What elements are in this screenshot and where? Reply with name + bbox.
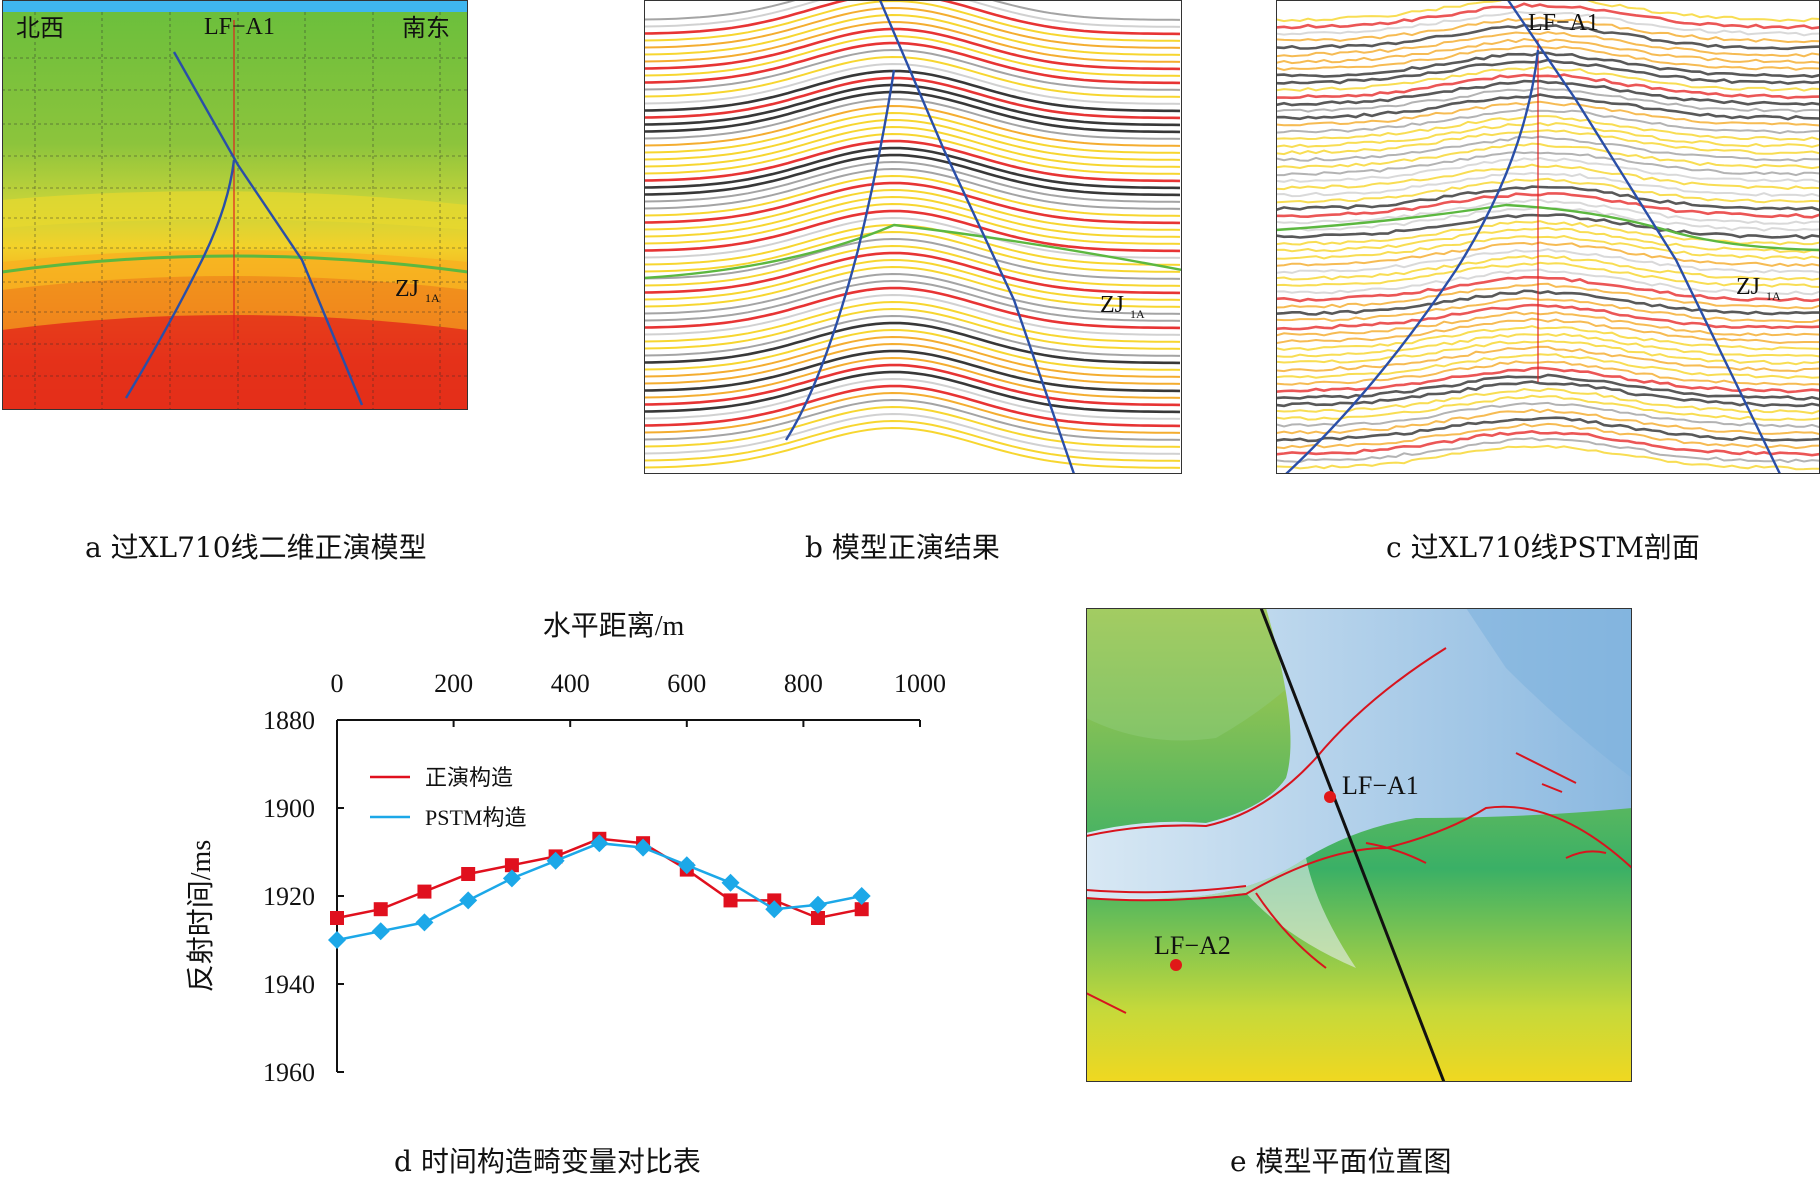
y-tick-label: 1940 [263, 970, 315, 999]
caption-b: b 模型正演结果 [805, 531, 1000, 564]
horizon-label: ZJ [395, 276, 419, 302]
y-tick-label: 1880 [263, 706, 315, 735]
x-tick-label: 600 [667, 669, 706, 698]
label-well-a2: LF−A2 [1154, 931, 1231, 960]
data-point-pstm [677, 856, 696, 875]
data-point-pstm [328, 931, 346, 949]
data-point-forward [373, 902, 388, 917]
data-point-pstm [546, 851, 565, 870]
x-tick-label: 1000 [894, 669, 946, 698]
label-southeast: 南东 [402, 15, 450, 42]
data-point-forward [723, 893, 738, 908]
fault-line-2 [878, 0, 1076, 474]
data-point-pstm [415, 913, 434, 932]
data-point-forward [461, 867, 476, 881]
y-tick-label: 1900 [263, 794, 315, 823]
panel-c-pstm-section: LF−A1 ZJ 1A [1276, 0, 1820, 474]
panel-b-forward-result: ZJ 1A [644, 0, 1182, 474]
xl710-seismic-line [1259, 608, 1446, 1082]
label-northwest: 北西 [16, 15, 64, 42]
horizon-label: ZJ [1100, 292, 1124, 318]
fault-line-1 [172, 51, 364, 406]
label-well-a1: LF−A1 [1342, 771, 1419, 800]
fault-line-1 [1285, 49, 1540, 474]
well-marker-a1 [1324, 791, 1336, 803]
panel-e-plan-map: LF−A1 LF−A2 [1086, 608, 1632, 1082]
horizon-label-sub: 1A [425, 291, 440, 305]
data-point-pstm [721, 873, 740, 892]
horizon-label: ZJ [1736, 274, 1760, 300]
fault-line-2 [124, 159, 236, 399]
label-well-a1: LF−A1 [1528, 10, 1599, 36]
horizon-label-sub: 1A [1130, 307, 1145, 321]
x-tick-label: 800 [784, 669, 823, 698]
data-point-pstm [590, 834, 609, 853]
fault-traces [1086, 647, 1632, 1014]
grid-lines [2, 12, 468, 410]
y-axis-title: 反射时间/ms [185, 840, 217, 992]
x-tick-label: 400 [551, 669, 590, 698]
x-tick-label: 0 [331, 669, 344, 698]
caption-a: a 过XL710线二维正演模型 [85, 531, 427, 564]
horizon-label-sub: 1A [1766, 289, 1781, 303]
data-point-forward [504, 858, 519, 873]
forward-model-image: 北西 LF−A1 南东 ZJ 1A [2, 0, 468, 410]
legend-label: 正演构造 [425, 765, 513, 790]
data-point-pstm [459, 891, 478, 910]
horizon-line [1276, 203, 1820, 252]
caption-d: d 时间构造畸变量对比表 [394, 1145, 701, 1178]
data-point-pstm [852, 887, 871, 905]
legend-label: PSTM构造 [425, 805, 526, 830]
series-line-pstm [336, 841, 862, 942]
data-point-pstm [371, 922, 390, 941]
well-marker-a2 [1170, 959, 1182, 971]
data-point-forward [330, 911, 344, 925]
time-structure-chart: 0 200 400 600 800 1000 1880 1900 1920 1940 1960 水平距… [185, 610, 946, 1087]
fault-line-2 [1507, 0, 1782, 474]
x-axis-title: 水平距离/m [543, 610, 685, 642]
data-point-pstm [808, 895, 827, 914]
panel-a-forward-model: 北西 LF−A1 南东 ZJ 1A [2, 0, 468, 410]
data-point-pstm [634, 838, 653, 857]
fault-zone [1086, 608, 1632, 901]
pstm-section-image: LF−A1 ZJ 1A [1276, 0, 1820, 474]
x-tick-label: 200 [434, 669, 473, 698]
fault-line-1 [784, 69, 896, 441]
data-point-forward [810, 911, 825, 925]
data-point-pstm [765, 900, 784, 919]
data-point-forward [854, 902, 869, 917]
data-point-pstm [502, 869, 521, 888]
caption-e: e 模型平面位置图 [1230, 1145, 1452, 1178]
y-tick-label: 1920 [263, 882, 315, 911]
plan-map-image: LF−A1 LF−A2 [1086, 608, 1632, 1082]
horizon-line [644, 223, 1182, 280]
y-tick-label: 1960 [263, 1058, 315, 1087]
label-well-a1: LF−A1 [204, 14, 275, 40]
seismic-forward-image: ZJ 1A [644, 0, 1182, 474]
caption-c: c 过XL710线PSTM剖面 [1386, 531, 1700, 564]
data-point-forward [417, 884, 432, 899]
